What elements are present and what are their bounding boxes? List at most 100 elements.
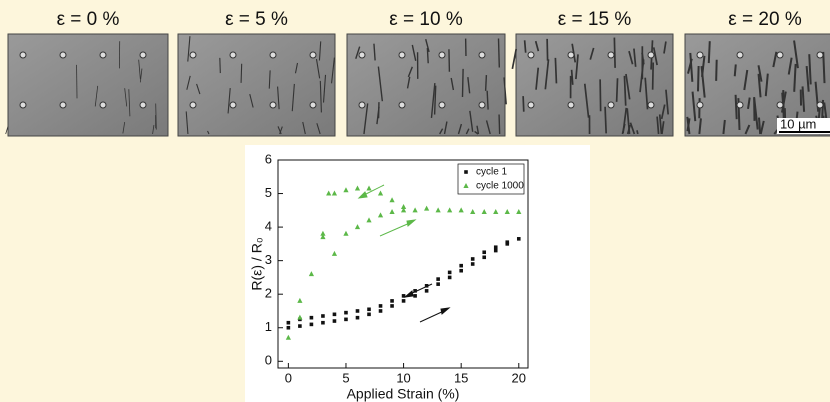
pillar xyxy=(736,51,744,59)
crack xyxy=(302,121,306,135)
crack xyxy=(185,111,189,135)
micrograph-image xyxy=(346,33,506,137)
data-point xyxy=(309,315,314,320)
crack xyxy=(355,46,361,59)
crack xyxy=(128,89,131,117)
crack xyxy=(759,120,765,135)
data-point xyxy=(424,284,429,288)
y-tick-label: 0 xyxy=(265,353,272,368)
crack xyxy=(331,57,335,84)
pillar xyxy=(607,101,615,109)
crack xyxy=(138,59,141,80)
crack xyxy=(523,40,527,53)
data-point xyxy=(447,270,452,275)
crack xyxy=(322,74,327,103)
crack xyxy=(315,58,321,79)
crack xyxy=(625,73,631,100)
crack xyxy=(793,63,797,92)
crack xyxy=(793,40,799,69)
y-tick-label: 6 xyxy=(265,151,272,166)
crack xyxy=(534,40,540,52)
crack xyxy=(497,38,501,68)
data-point xyxy=(493,209,499,214)
data-point xyxy=(326,190,332,196)
crack xyxy=(207,130,210,135)
crack xyxy=(644,77,649,110)
data-point xyxy=(354,224,361,230)
crack xyxy=(687,58,693,74)
crack xyxy=(439,128,444,135)
data-point xyxy=(401,294,406,298)
pillar xyxy=(189,51,197,59)
micrograph xyxy=(5,33,169,137)
panel-label: ε = 15 % xyxy=(558,9,632,30)
data-point xyxy=(505,240,510,244)
crack xyxy=(196,83,201,95)
crack xyxy=(461,68,464,97)
crack xyxy=(316,123,321,135)
crack xyxy=(636,130,639,135)
crack xyxy=(707,41,711,64)
panel-label: ε = 5 % xyxy=(225,9,288,30)
micrograph: 10 µm xyxy=(684,33,830,137)
crack xyxy=(433,85,437,115)
micrograph xyxy=(177,33,336,137)
legend-box xyxy=(457,163,525,195)
data-point xyxy=(355,315,360,320)
data-point xyxy=(400,207,407,213)
crack xyxy=(443,121,448,135)
crack xyxy=(291,83,295,112)
data-point xyxy=(470,257,475,261)
crack xyxy=(426,47,429,64)
pillar xyxy=(99,51,107,59)
crack xyxy=(406,76,411,89)
data-point xyxy=(481,209,487,214)
crack xyxy=(633,48,637,67)
crack xyxy=(152,124,155,135)
data-point xyxy=(286,320,291,325)
crack xyxy=(511,48,518,70)
data-point xyxy=(400,203,407,209)
data-point xyxy=(320,234,326,240)
crack xyxy=(613,37,616,68)
crack xyxy=(268,70,271,89)
pillar xyxy=(816,51,824,59)
pillar xyxy=(696,101,704,109)
pillar xyxy=(269,101,277,109)
pillar xyxy=(139,51,147,59)
data-point xyxy=(332,319,337,323)
crack xyxy=(747,97,751,110)
crack xyxy=(407,66,413,78)
pillar xyxy=(647,101,655,109)
data-point xyxy=(459,263,463,268)
crack xyxy=(430,83,436,119)
crack xyxy=(691,91,697,122)
micrograph xyxy=(346,33,507,137)
crack xyxy=(698,118,702,135)
pillar xyxy=(527,101,535,109)
crack xyxy=(498,114,501,135)
crack xyxy=(757,73,762,98)
crack xyxy=(787,57,793,75)
data-point xyxy=(389,197,395,203)
crack xyxy=(808,54,812,85)
crack xyxy=(599,79,602,112)
crack xyxy=(570,69,574,85)
pillar xyxy=(358,51,366,59)
legend-label: cycle 1000 xyxy=(476,181,524,192)
pillar xyxy=(59,101,67,109)
data-point xyxy=(493,248,498,253)
data-point xyxy=(436,282,440,286)
pillar xyxy=(527,51,535,59)
pillar xyxy=(438,51,446,59)
data-point xyxy=(298,324,302,328)
crack xyxy=(249,93,254,108)
y-axis-label: R(ε) / R₀ xyxy=(249,237,265,290)
crack xyxy=(377,66,384,102)
crack xyxy=(744,124,751,135)
crack xyxy=(450,77,455,91)
pillar xyxy=(99,101,107,109)
crack xyxy=(801,86,806,112)
pillar xyxy=(189,101,197,109)
crack xyxy=(615,78,619,102)
